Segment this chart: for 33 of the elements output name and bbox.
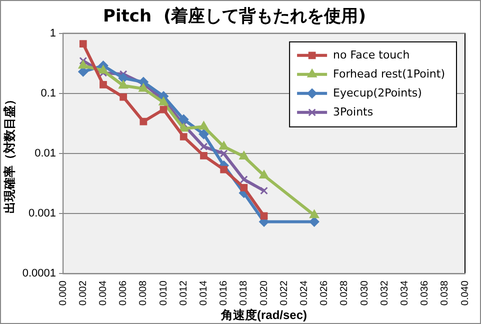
y-tick-label: 0.01 — [34, 148, 56, 160]
x-tick-label: 0.002 — [78, 280, 89, 306]
x-tick-label: 0.040 — [460, 280, 471, 306]
x-tick-label: 0.006 — [118, 280, 130, 306]
x-tick-label: 0.004 — [98, 280, 109, 306]
x-tick-label: 0.028 — [339, 280, 350, 306]
x-tick-label: 0.000 — [58, 280, 69, 306]
y-tick-label: 0.001 — [28, 208, 56, 220]
x-tick-label: 0.030 — [359, 280, 370, 306]
x-tick-label: 0.016 — [218, 280, 230, 306]
x-tick-label: 0.014 — [198, 280, 210, 306]
x-tick-label: 0.008 — [138, 280, 150, 306]
x-tick-label: 0.032 — [379, 280, 390, 306]
x-tick-label: 0.022 — [278, 280, 290, 306]
legend-label: Forhead rest(1Point) — [333, 67, 446, 80]
y-tick-label: 0.1 — [40, 87, 56, 100]
x-tick-label: 0.024 — [298, 280, 310, 306]
legend-label: 3Points — [333, 105, 374, 118]
x-tick-label: 0.038 — [440, 280, 451, 306]
y-axis-title: 出現確率（対数目盛） — [2, 93, 17, 214]
chart-title: Pitch (着座して背もたれを使用) — [103, 6, 366, 27]
x-tick-label: 0.034 — [399, 280, 410, 306]
legend-label: Eyecup(2Points) — [333, 86, 422, 100]
x-tick-label: 0.036 — [420, 280, 431, 306]
legend-label: no Face touch — [333, 48, 410, 62]
x-tick-label: 0.010 — [158, 280, 170, 306]
y-tick-label: 1 — [50, 27, 56, 40]
x-tick-label: 0.020 — [258, 280, 270, 306]
x-tick-label: 0.026 — [319, 280, 330, 306]
y-tick-label: 0.0001 — [22, 268, 56, 280]
x-axis-title: 角速度(rad/sec) — [220, 308, 308, 322]
x-tick-label: 0.018 — [238, 280, 250, 306]
x-tick-label: 0.012 — [178, 280, 190, 306]
